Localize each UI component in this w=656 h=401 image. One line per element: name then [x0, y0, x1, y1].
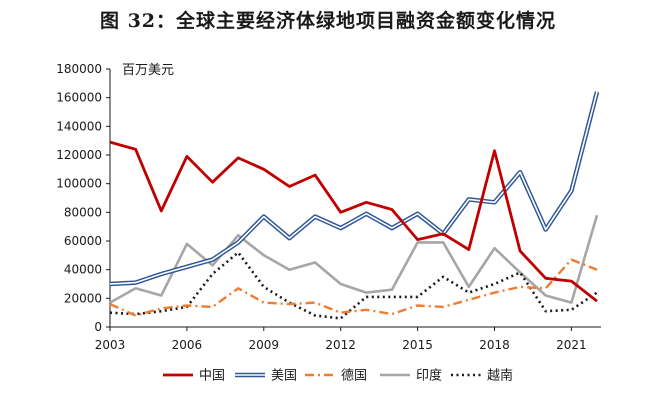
legend-label-0: 中国 [199, 369, 225, 384]
series-0 [109, 140, 598, 303]
y-tick-label: 40000 [64, 263, 102, 277]
series-2 [109, 258, 598, 317]
series-line-4 [109, 251, 598, 320]
legend-label-1: 美国 [271, 369, 297, 384]
x-tick-label: 2006 [172, 338, 203, 352]
y-tick-label: 100000 [56, 177, 102, 191]
y-tick-label: 120000 [56, 148, 102, 162]
chart-axes [106, 68, 601, 331]
x-tick-labels: 2003 2006 2009 2012 2015 2018 2021 [95, 338, 587, 352]
x-tick-label: 2012 [325, 338, 356, 352]
legend-item-3: 印度 [380, 368, 442, 384]
x-tick-label: 2009 [249, 338, 280, 352]
y-tick-label: 180000 [56, 62, 102, 76]
legend-item-1: 美国 [235, 369, 297, 384]
y-tick-label: 80000 [64, 205, 102, 219]
y-tick-label: 160000 [56, 91, 102, 105]
series-line-1-inner [109, 91, 598, 285]
unit-label: 百万美元 [122, 63, 174, 78]
y-tick-labels: 0 20000 40000 60000 80000 100000 120000 140000 1… [56, 62, 102, 334]
x-tick-label: 2003 [95, 338, 126, 352]
series-3 [109, 214, 599, 304]
y-tick-label: 20000 [64, 291, 102, 305]
series-lines [109, 91, 600, 320]
series-4 [109, 251, 598, 320]
chart-title: 图 32：全球主要经济体绿地项目融资金额变化情况 [99, 10, 557, 32]
series-line-3 [109, 214, 599, 304]
y-tick-label: 60000 [64, 234, 102, 248]
legend-label-3: 印度 [416, 368, 442, 384]
series-1 [109, 91, 600, 287]
legend-label-2: 德国 [341, 369, 367, 384]
y-tick-label: 140000 [56, 119, 102, 133]
series-line-0 [109, 140, 598, 303]
x-tick-label: 2015 [402, 338, 433, 352]
legend-item-4: 越南 [451, 368, 513, 384]
series-line-2 [109, 258, 598, 317]
x-tick-label: 2018 [479, 338, 510, 352]
legend-label-4: 越南 [487, 368, 513, 384]
legend-item-2: 德国 [305, 369, 367, 384]
legend: 中国 美国 德国 印度 越南 [163, 368, 513, 384]
x-tick-label: 2021 [556, 338, 587, 352]
y-tick-label: 0 [94, 320, 102, 334]
legend-item-0: 中国 [163, 369, 225, 384]
